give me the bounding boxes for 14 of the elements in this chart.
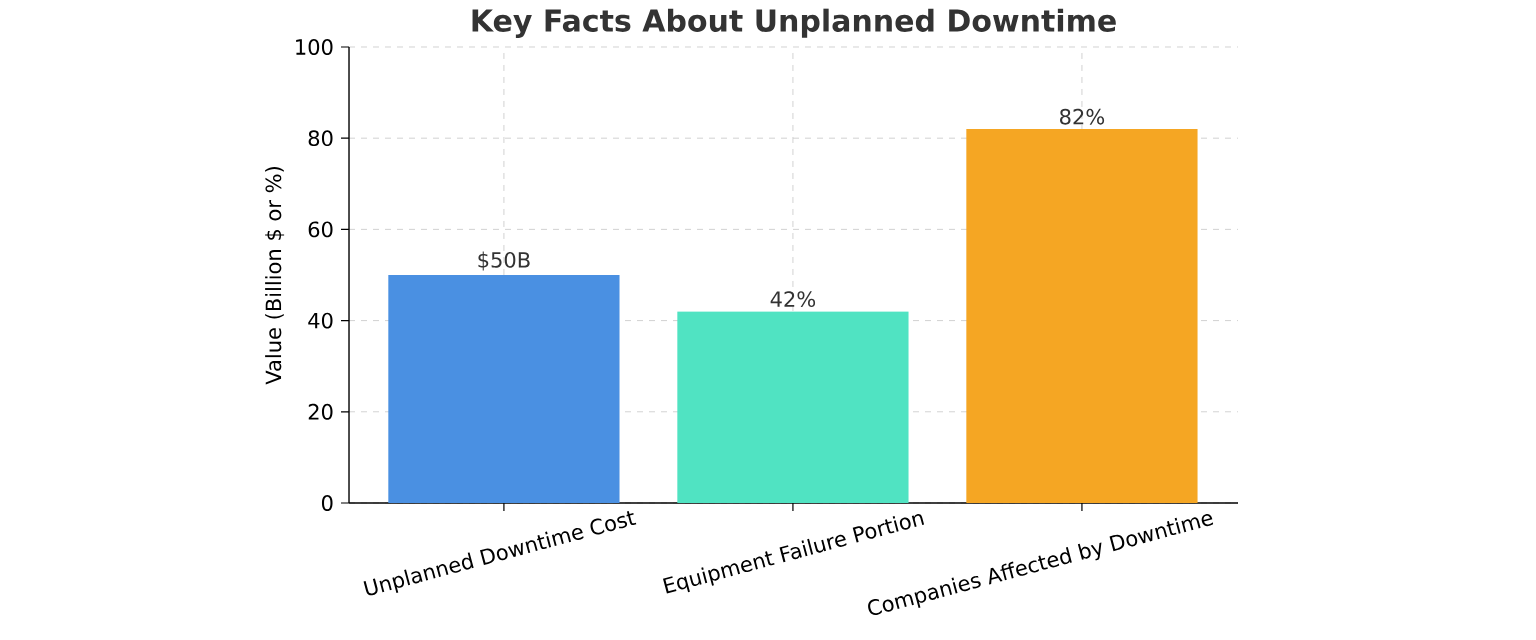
bar	[677, 311, 909, 503]
data-label: $50B	[478, 251, 530, 271]
y-tick-label: 20	[308, 403, 333, 420]
y-tick-label: 0	[321, 495, 333, 511]
y-tick-label: 60	[308, 221, 333, 238]
data-label: 82%	[1060, 108, 1105, 125]
y-axis-title: Value (Billion $ or %)	[265, 167, 285, 385]
y-tick-label: 100	[296, 39, 333, 55]
bar	[966, 129, 1198, 503]
y-tick-label: 80	[308, 130, 333, 147]
bar	[388, 274, 620, 503]
y-tick-label: 40	[308, 312, 333, 329]
chart-title: Key Facts About Unplanned Downtime	[472, 8, 1116, 38]
data-label: 42%	[770, 291, 816, 308]
